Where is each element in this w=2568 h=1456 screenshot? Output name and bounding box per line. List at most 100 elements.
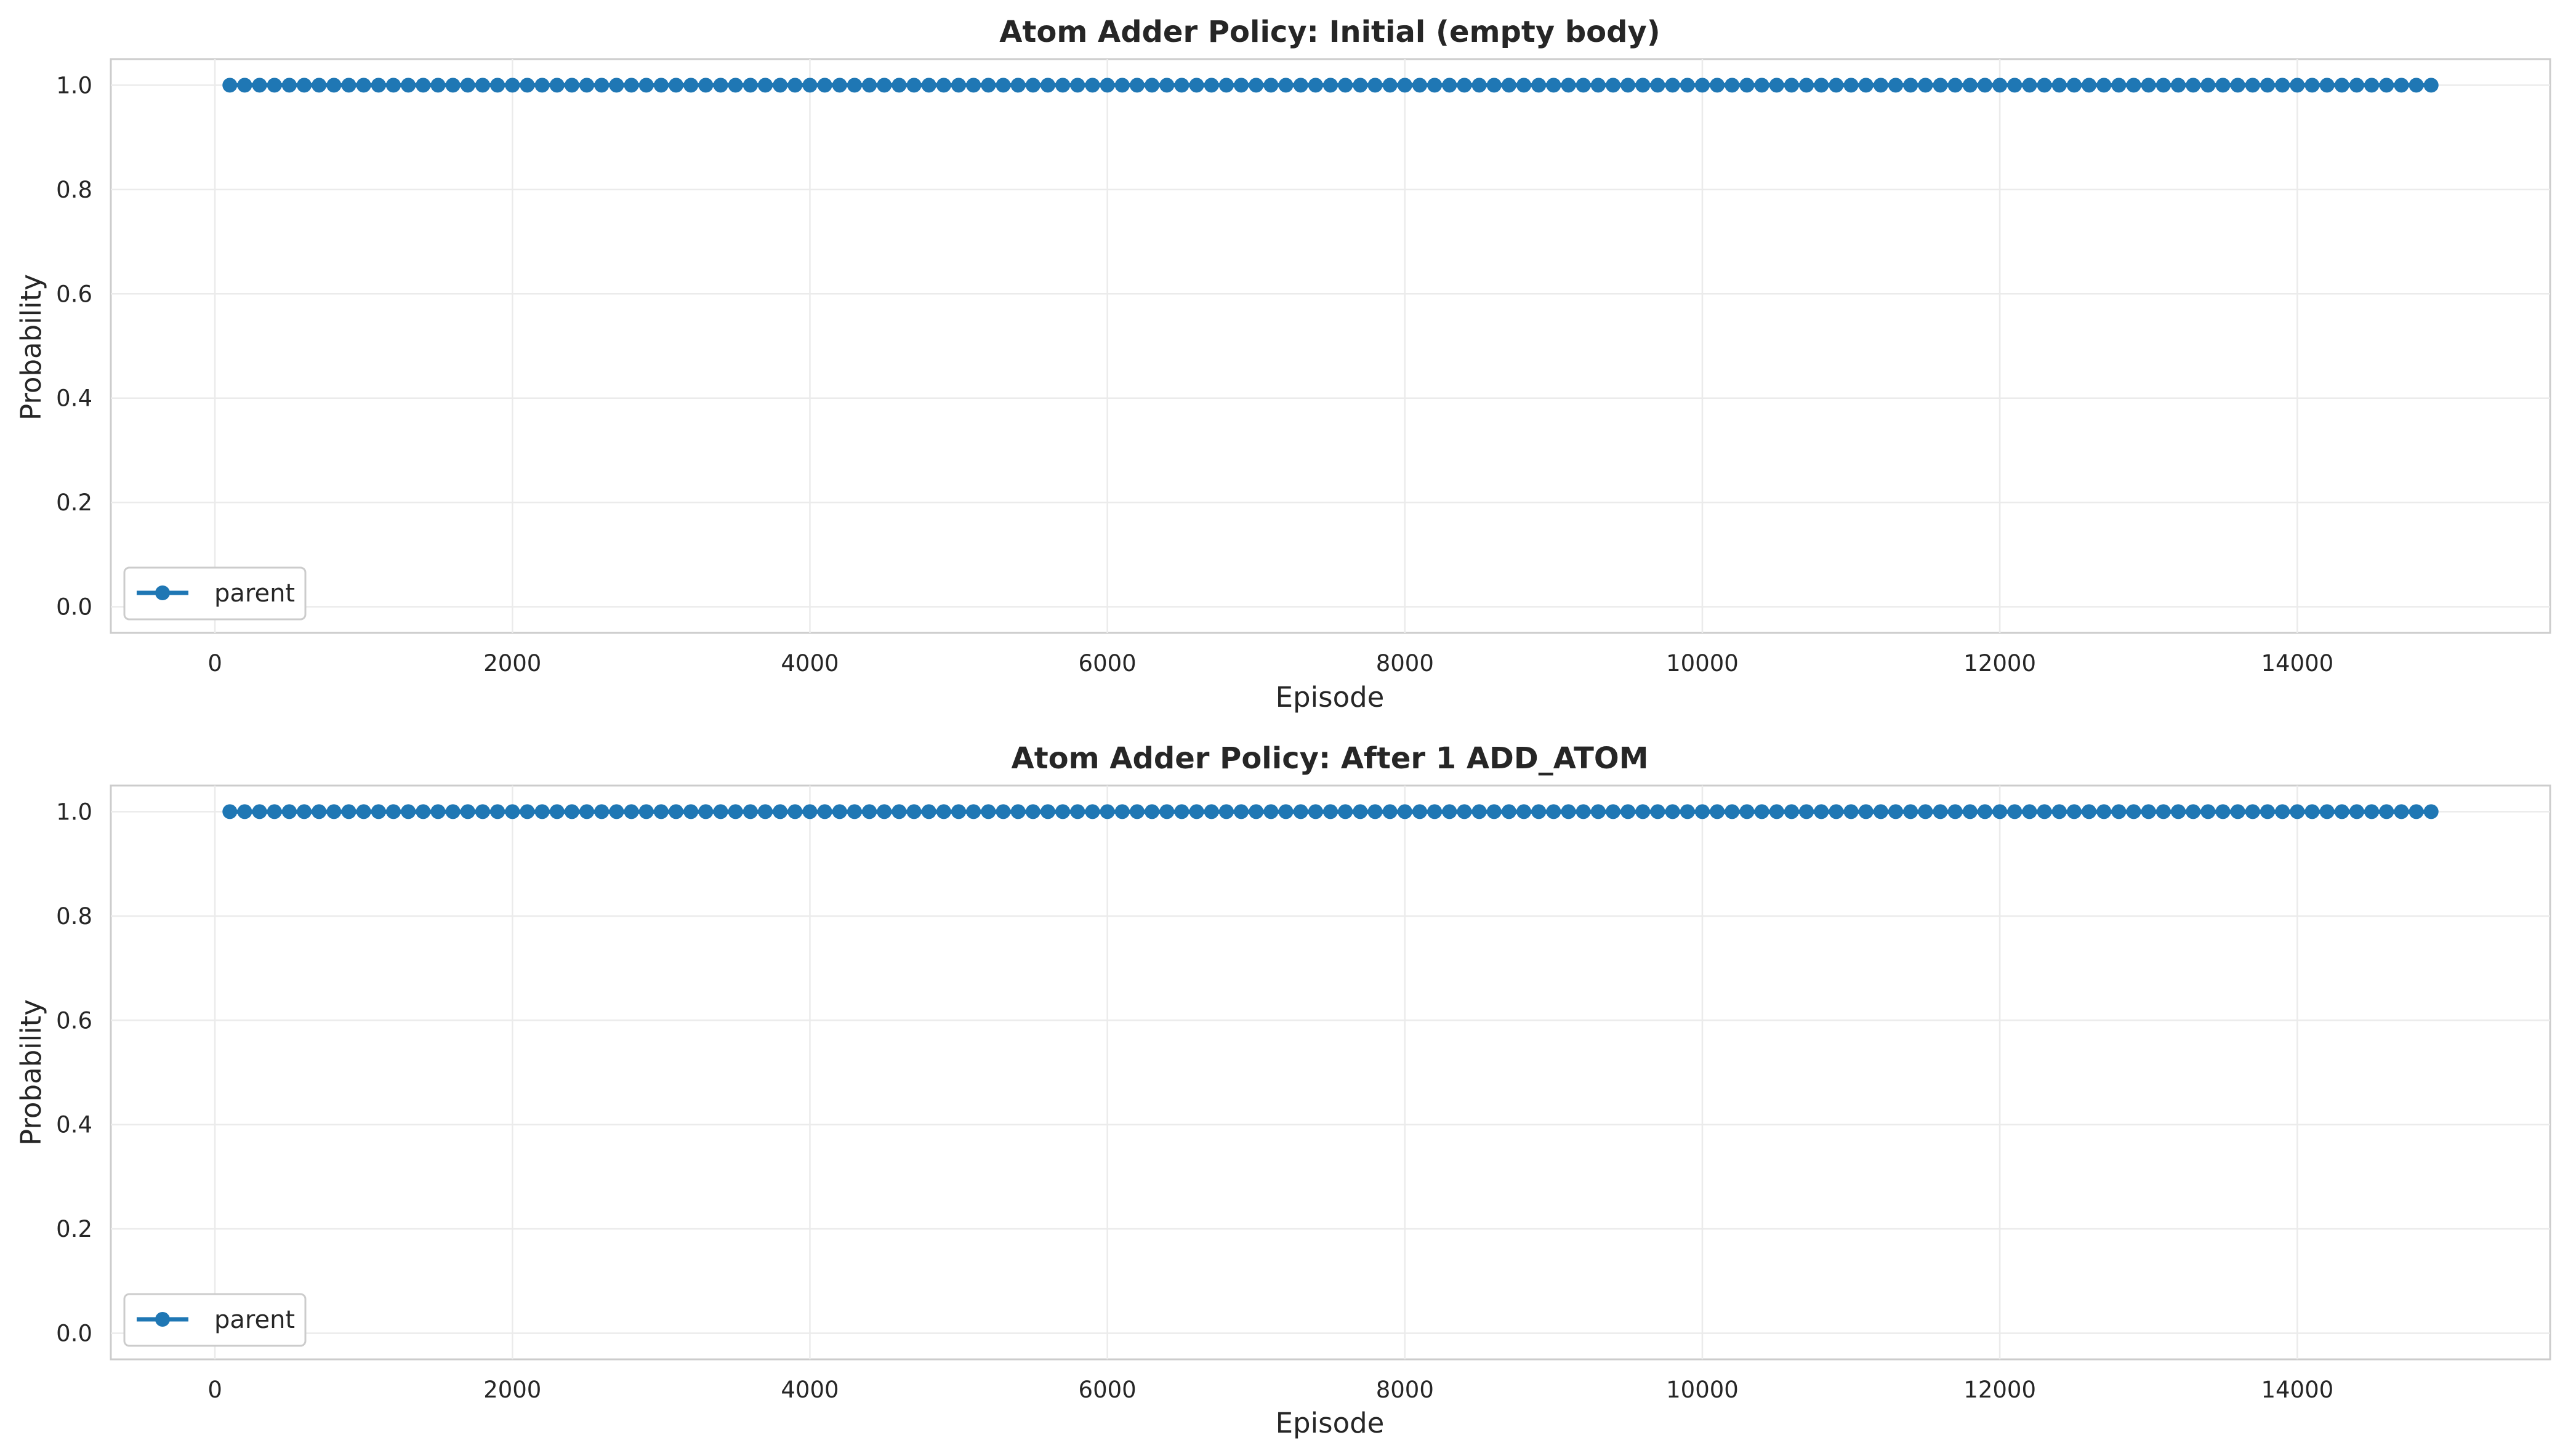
data-point bbox=[1249, 78, 1264, 93]
data-point bbox=[1486, 804, 1502, 819]
data-point bbox=[1338, 804, 1353, 819]
data-point bbox=[1263, 78, 1279, 93]
data-point bbox=[1635, 78, 1651, 93]
data-point bbox=[2379, 78, 2394, 93]
data-point bbox=[1546, 78, 1561, 93]
data-point bbox=[1293, 804, 1308, 819]
data-point bbox=[1590, 804, 1606, 819]
data-point bbox=[1397, 804, 1412, 819]
data-point bbox=[906, 804, 922, 819]
data-point bbox=[757, 78, 773, 93]
data-point bbox=[1814, 78, 1829, 93]
legend-box bbox=[123, 1293, 307, 1347]
data-point bbox=[862, 78, 877, 93]
data-point bbox=[847, 804, 862, 819]
data-point bbox=[356, 78, 371, 93]
data-point bbox=[267, 78, 282, 93]
data-point bbox=[817, 78, 832, 93]
x-tick-label: 12000 bbox=[1963, 1377, 2036, 1403]
data-point bbox=[936, 78, 951, 93]
data-point bbox=[1725, 804, 1740, 819]
data-point bbox=[1308, 78, 1323, 93]
data-point bbox=[2260, 78, 2275, 93]
data-point bbox=[1025, 804, 1040, 819]
x-tick-label: 0 bbox=[207, 650, 222, 677]
data-point bbox=[1754, 78, 1769, 93]
data-point bbox=[847, 78, 862, 93]
y-tick-labels: 0.0 0.2 0.4 0.6 0.8 1.0 bbox=[56, 798, 92, 1346]
data-point bbox=[1085, 804, 1100, 819]
data-point bbox=[1234, 804, 1249, 819]
data-point bbox=[2200, 78, 2216, 93]
data-point bbox=[1382, 78, 1398, 93]
data-point bbox=[281, 804, 297, 819]
data-point bbox=[445, 804, 461, 819]
data-point bbox=[1680, 804, 1695, 819]
data-point bbox=[966, 78, 981, 93]
data-point bbox=[966, 804, 981, 819]
data-point bbox=[728, 804, 743, 819]
data-point bbox=[1888, 804, 1904, 819]
data-point bbox=[1427, 804, 1443, 819]
data-point bbox=[2200, 804, 2216, 819]
data-point bbox=[2230, 804, 2245, 819]
data-point bbox=[1784, 804, 1799, 819]
data-point bbox=[2171, 804, 2186, 819]
data-point bbox=[921, 78, 936, 93]
data-point bbox=[1412, 78, 1427, 93]
data-point bbox=[1635, 804, 1651, 819]
series-parent bbox=[222, 78, 2439, 93]
data-point bbox=[1055, 804, 1071, 819]
data-point bbox=[1873, 804, 1888, 819]
data-point bbox=[1204, 804, 1219, 819]
plot-area bbox=[110, 58, 2551, 634]
data-point bbox=[832, 78, 847, 93]
data-point bbox=[1353, 804, 1368, 819]
data-point bbox=[1843, 804, 1859, 819]
data-point bbox=[297, 78, 312, 93]
data-point bbox=[237, 78, 252, 93]
data-point bbox=[2349, 804, 2364, 819]
data-point bbox=[2126, 804, 2141, 819]
data-point bbox=[1189, 78, 1204, 93]
data-point bbox=[237, 804, 252, 819]
data-point bbox=[549, 804, 565, 819]
data-point bbox=[2379, 804, 2394, 819]
chart-after-add-atom: Atom Adder Policy: After 1 ADD_ATOM 0.00… bbox=[15, 741, 2551, 1439]
chart-initial: Atom Adder Policy: Initial (empty body) … bbox=[15, 15, 2551, 714]
data-point bbox=[1620, 78, 1636, 93]
data-point bbox=[653, 804, 669, 819]
data-point bbox=[430, 804, 446, 819]
data-point bbox=[1531, 78, 1547, 93]
data-point bbox=[2409, 804, 2424, 819]
data-point bbox=[1561, 78, 1576, 93]
data-point bbox=[1174, 804, 1189, 819]
data-point bbox=[1576, 804, 1591, 819]
data-point bbox=[1546, 804, 1561, 819]
data-point bbox=[773, 78, 788, 93]
data-point bbox=[698, 78, 714, 93]
data-point bbox=[371, 78, 386, 93]
data-point bbox=[1353, 78, 1368, 93]
chart-title: Atom Adder Policy: Initial (empty body) bbox=[999, 15, 1660, 49]
data-point bbox=[698, 804, 714, 819]
data-point bbox=[981, 804, 996, 819]
data-point bbox=[401, 804, 416, 819]
data-point bbox=[1561, 804, 1576, 819]
data-point bbox=[1918, 78, 1933, 93]
y-tick-label: 0.8 bbox=[56, 903, 92, 930]
data-point bbox=[326, 78, 342, 93]
data-point bbox=[386, 804, 401, 819]
data-point bbox=[520, 804, 535, 819]
data-point bbox=[534, 78, 550, 93]
data-point bbox=[1799, 78, 1814, 93]
data-point bbox=[728, 78, 743, 93]
data-point bbox=[936, 804, 951, 819]
y-tick-label: 0.2 bbox=[56, 1216, 92, 1242]
data-point bbox=[2186, 804, 2201, 819]
data-point bbox=[430, 78, 446, 93]
data-point bbox=[416, 804, 431, 819]
data-point bbox=[386, 78, 401, 93]
data-point bbox=[1010, 78, 1026, 93]
data-point bbox=[951, 78, 967, 93]
